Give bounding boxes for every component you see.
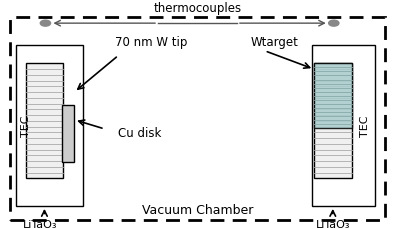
Bar [16,46,83,206]
Text: 70 nm W tip: 70 nm W tip [115,36,187,49]
Text: Vacuum Chamber: Vacuum Chamber [142,203,253,216]
Text: Wtarget: Wtarget [251,36,299,49]
Text: TEC: TEC [360,115,371,137]
Text: LiTaO₃: LiTaO₃ [316,219,350,229]
Bar [62,105,74,163]
Text: LiTaO₃: LiTaO₃ [23,219,58,229]
Bar [314,64,352,179]
Bar [314,64,352,128]
Bar [26,64,63,179]
Bar [10,18,385,220]
Text: thermocouples: thermocouples [153,2,242,15]
Text: Cu disk: Cu disk [118,126,162,139]
Circle shape [329,21,339,27]
Bar [312,46,375,206]
Text: TEC: TEC [21,115,31,137]
Circle shape [40,21,51,27]
